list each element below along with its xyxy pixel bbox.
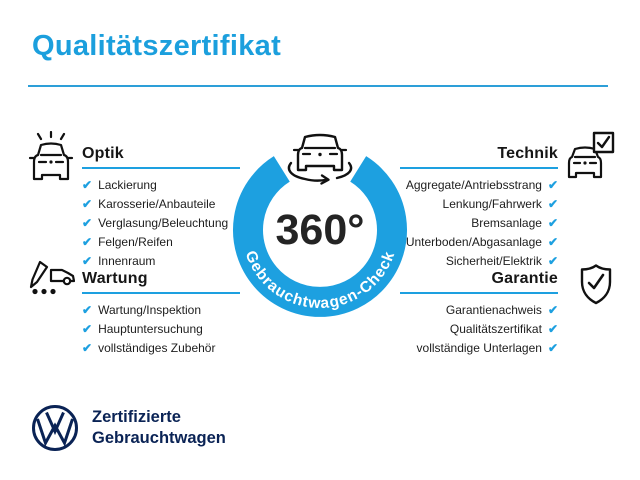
ring-arc: [233, 156, 407, 317]
check-icon: ✔: [82, 321, 93, 336]
checklist-item-label: Garantienachweis: [445, 302, 542, 317]
checklist-item: ✔ Lackierung: [82, 175, 240, 194]
check-icon: ✔: [547, 215, 558, 230]
checklist-item-label: vollständige Unterlagen: [416, 340, 542, 355]
brand-text: Zertifizierte Gebrauchtwagen: [92, 407, 226, 449]
check-icon: ✔: [82, 234, 93, 249]
checklist-item: ✔ Hauptuntersuchung: [82, 319, 240, 338]
check-icon: ✔: [82, 302, 93, 317]
checklist-item-label: Bremsanlage: [471, 215, 542, 230]
checklist-item: ✔ Karosserie/Anbauteile: [82, 194, 240, 213]
checklist-item: vollständige Unterlagen ✔: [400, 338, 558, 357]
check-icon: ✔: [547, 196, 558, 211]
checklist-item-label: Lackierung: [98, 177, 157, 192]
technik-checklist: Aggregate/Antriebsstrang ✔ Lenkung/Fahrwe…: [400, 175, 558, 270]
badge-360-ring: Gebrauchtwagen-Check 360°: [233, 156, 407, 317]
check-icon: ✔: [547, 340, 558, 355]
garantie-checklist: Garantienachweis ✔ Qualitätszertifikat ✔ v…: [400, 300, 558, 357]
checklist-item-label: Unterboden/Abgasanlage: [405, 234, 542, 249]
section-technik: Technik Aggregate/Antriebsstrang ✔ Lenkun…: [400, 144, 558, 270]
check-icon: ✔: [82, 253, 93, 268]
checklist-item: Aggregate/Antriebsstrang ✔: [400, 175, 558, 194]
section-wartung: Wartung ✔ Wartung/Inspektion ✔ Hauptunters…: [82, 269, 240, 357]
section-rule: [82, 292, 240, 294]
shield-check-icon: [580, 264, 612, 305]
checklist-item: Lenkung/Fahrwerk ✔: [400, 194, 558, 213]
checklist-item-label: Karosserie/Anbauteile: [98, 196, 216, 211]
check-icon: ✔: [547, 234, 558, 249]
wartung-checklist: ✔ Wartung/Inspektion ✔ Hauptuntersuchung ✔…: [82, 300, 240, 357]
checklist-item: ✔ Felgen/Reifen: [82, 232, 240, 251]
section-optik: Optik ✔ Lackierung ✔ Karosserie/Anbauteile…: [82, 144, 240, 270]
optik-checklist: ✔ Lackierung ✔ Karosserie/Anbauteile ✔ Verg…: [82, 175, 240, 270]
checklist-item: ✔ Innenraum: [82, 251, 240, 270]
brand-line-1: Zertifizierte: [92, 408, 181, 426]
check-icon: ✔: [82, 177, 93, 192]
checklist-item: Bremsanlage ✔: [400, 213, 558, 232]
check-icon: ✔: [547, 302, 558, 317]
checklist-item-label: Aggregate/Antriebsstrang: [405, 177, 542, 192]
page-title: Qualitätszertifikat: [32, 30, 282, 62]
pencil-car-icon: [29, 260, 75, 295]
check-icon: ✔: [547, 253, 558, 268]
checklist-item-label: Felgen/Reifen: [98, 234, 173, 249]
check-icon: ✔: [547, 321, 558, 336]
section-rule: [400, 292, 558, 294]
brand-line-2: Gebrauchtwagen: [92, 429, 226, 447]
section-garantie: Garantie Garantienachweis ✔ Qualitätszert…: [400, 269, 558, 357]
checklist-item-label: Lenkung/Fahrwerk: [442, 196, 542, 211]
check-icon: ✔: [82, 196, 93, 211]
checklist-item: Qualitätszertifikat ✔: [400, 319, 558, 338]
checklist-item: ✔ Verglasung/Beleuchtung: [82, 213, 240, 232]
checklist-item: Unterboden/Abgasanlage ✔: [400, 232, 558, 251]
check-icon: ✔: [82, 215, 93, 230]
car-rotate-icon: [287, 133, 353, 185]
checklist-item: ✔ vollständiges Zubehör: [82, 338, 240, 357]
checklist-item-label: Wartung/Inspektion: [98, 302, 202, 317]
section-heading-technik: Technik: [497, 145, 558, 162]
car-shine-icon: [28, 131, 74, 181]
section-heading-optik: Optik: [82, 145, 124, 162]
checklist-item-label: Sicherheit/Elektrik: [445, 253, 542, 268]
checklist-item-label: Qualitätszertifikat: [449, 321, 542, 336]
checklist-item: ✔ Wartung/Inspektion: [82, 300, 240, 319]
checklist-item-label: Innenraum: [98, 253, 156, 268]
section-heading-wartung: Wartung: [82, 270, 148, 287]
car-checkbox-icon: [567, 131, 615, 179]
checklist-item: Sicherheit/Elektrik ✔: [400, 251, 558, 270]
title-divider: [28, 85, 608, 87]
checklist-item-label: vollständiges Zubehör: [98, 340, 216, 355]
vw-logo: [32, 405, 78, 451]
check-icon: ✔: [547, 177, 558, 192]
degree-label: 360°: [276, 206, 365, 254]
section-rule: [400, 167, 558, 169]
checklist-item-label: Verglasung/Beleuchtung: [98, 215, 229, 230]
checklist-item: Garantienachweis ✔: [400, 300, 558, 319]
section-heading-garantie: Garantie: [491, 270, 558, 287]
section-rule: [82, 167, 240, 169]
check-icon: ✔: [82, 340, 93, 355]
checklist-item-label: Hauptuntersuchung: [98, 321, 203, 336]
